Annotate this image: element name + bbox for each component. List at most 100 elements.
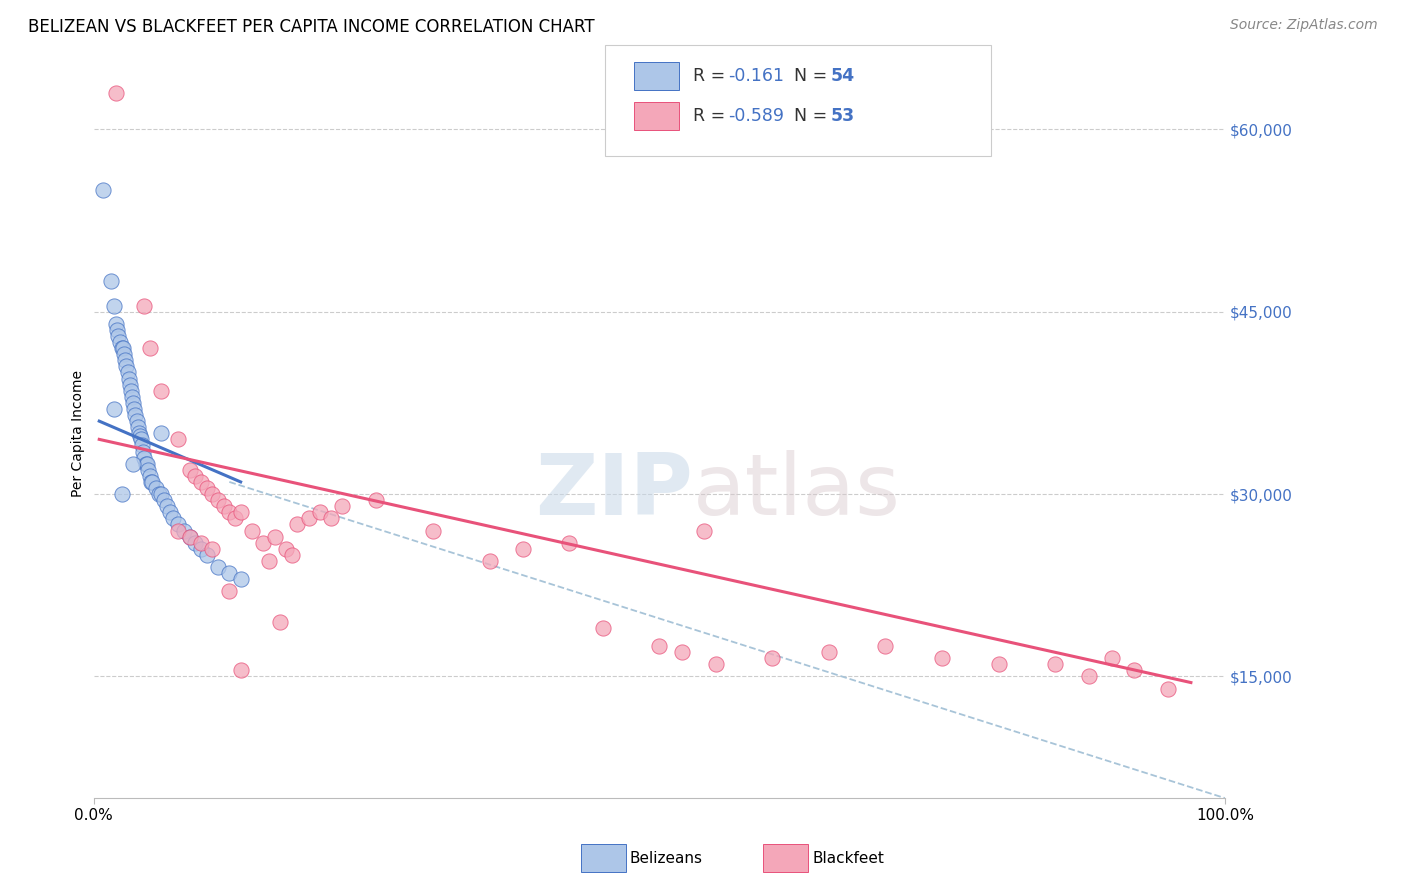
Point (987, 657, 1010, 672)
Point (103, 401, 125, 416)
Text: R =: R = (693, 107, 731, 125)
Point (201, 541, 224, 556)
Point (167, 517, 190, 532)
Point (1078, 669, 1101, 683)
Point (274, 541, 297, 556)
Point (931, 651, 953, 665)
Point (150, 426, 173, 441)
Point (179, 530, 201, 544)
Point (135, 457, 157, 471)
Point (179, 530, 201, 544)
Point (121, 390, 143, 404)
Point (91, 183, 114, 197)
Point (152, 493, 174, 508)
Point (592, 621, 614, 635)
Point (125, 414, 148, 428)
Point (131, 438, 153, 452)
Text: BELIZEAN VS BLACKFEET PER CAPITA INCOME CORRELATION CHART: BELIZEAN VS BLACKFEET PER CAPITA INCOME … (28, 18, 595, 36)
Point (139, 468, 162, 483)
Point (1157, 681, 1180, 696)
Point (512, 541, 534, 556)
Point (195, 481, 218, 495)
Point (115, 359, 138, 374)
Point (212, 500, 235, 514)
Text: atlas: atlas (693, 450, 901, 533)
Point (103, 299, 125, 313)
Point (139, 341, 162, 355)
Point (184, 468, 207, 483)
Point (167, 433, 190, 447)
Point (127, 420, 149, 434)
Text: N =: N = (794, 107, 834, 125)
Point (207, 560, 229, 574)
Point (761, 651, 783, 665)
Point (173, 524, 195, 538)
Point (120, 384, 142, 398)
Point (195, 548, 218, 562)
Point (190, 541, 212, 556)
Point (297, 511, 319, 525)
Point (648, 639, 671, 653)
Point (134, 450, 156, 465)
Text: 53: 53 (831, 107, 855, 125)
Point (308, 505, 330, 519)
Point (201, 487, 224, 501)
Point (128, 426, 150, 441)
Point (240, 524, 263, 538)
Text: Source: ZipAtlas.com: Source: ZipAtlas.com (1230, 18, 1378, 32)
Point (704, 657, 727, 672)
Text: 54: 54 (831, 67, 855, 85)
Point (134, 299, 156, 313)
Point (150, 487, 173, 501)
Point (122, 396, 145, 410)
Point (229, 664, 252, 678)
Point (280, 548, 302, 562)
Point (671, 645, 693, 659)
Point (162, 511, 184, 525)
Point (218, 505, 240, 519)
Point (135, 457, 157, 471)
Point (111, 341, 134, 355)
Point (269, 615, 291, 629)
Point (207, 493, 229, 508)
Point (136, 463, 159, 477)
Point (229, 572, 252, 586)
Point (112, 347, 135, 361)
Point (1123, 664, 1146, 678)
Point (218, 584, 240, 599)
Point (124, 408, 146, 422)
Text: ZIP: ZIP (536, 450, 693, 533)
Point (150, 384, 173, 398)
Point (818, 645, 841, 659)
Point (285, 517, 308, 532)
Text: Belizeans: Belizeans (630, 851, 703, 865)
Point (122, 457, 145, 471)
Point (105, 323, 128, 337)
Point (108, 335, 131, 350)
Text: R =: R = (693, 67, 731, 85)
Point (141, 475, 163, 489)
Point (224, 511, 246, 525)
Point (422, 524, 444, 538)
Point (114, 353, 136, 368)
Text: -0.589: -0.589 (728, 107, 785, 125)
Point (100, 274, 122, 288)
Point (129, 428, 152, 442)
Point (105, 317, 128, 331)
Point (1101, 651, 1123, 665)
Point (875, 639, 897, 653)
Point (141, 475, 163, 489)
Point (478, 554, 501, 568)
Point (190, 475, 212, 489)
Point (366, 493, 388, 508)
Point (167, 524, 190, 538)
Point (263, 530, 285, 544)
Point (321, 511, 343, 525)
Text: N =: N = (794, 67, 834, 85)
Point (111, 487, 134, 501)
Point (111, 341, 134, 355)
Point (252, 535, 274, 549)
Point (693, 524, 716, 538)
Point (105, 86, 128, 100)
Point (1043, 657, 1066, 672)
